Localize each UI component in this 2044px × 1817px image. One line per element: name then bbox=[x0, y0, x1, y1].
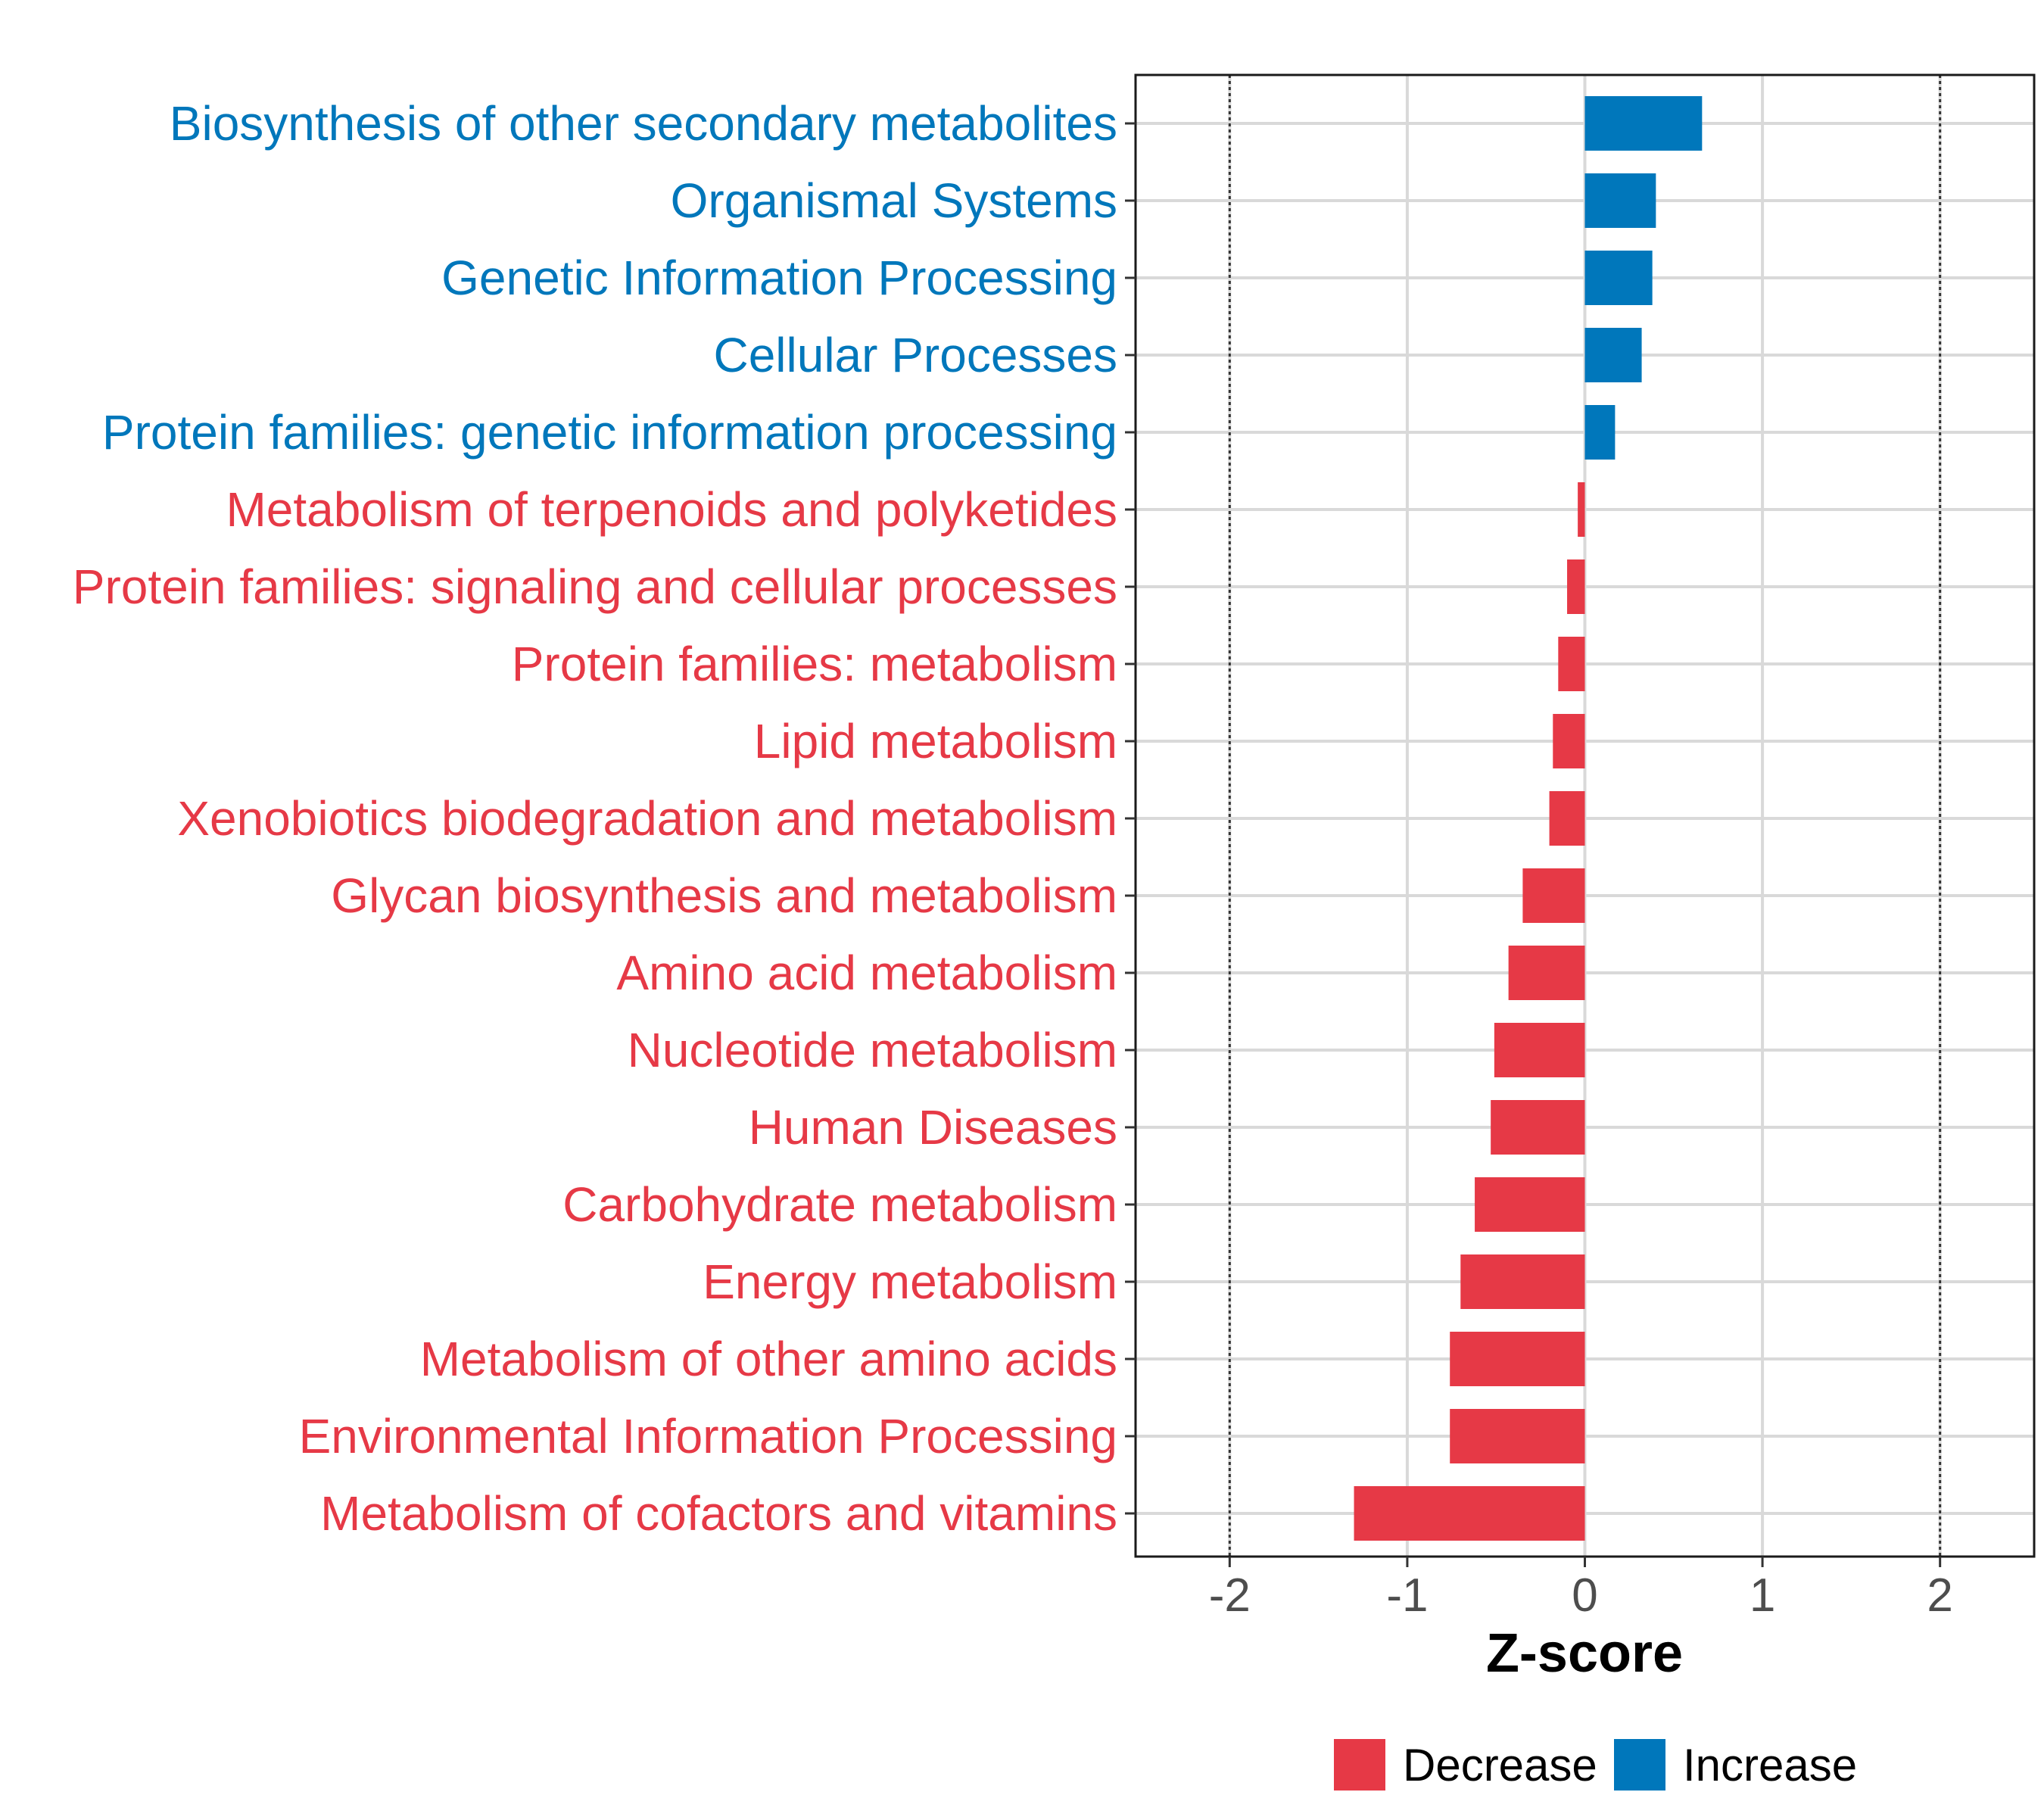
x-tick-label: 0 bbox=[1572, 1569, 1597, 1622]
bar bbox=[1354, 1486, 1585, 1541]
category-label: Protein families: genetic information pr… bbox=[102, 405, 1117, 460]
category-label: Protein families: metabolism bbox=[512, 637, 1117, 691]
category-labels: Biosynthesis of other secondary metaboli… bbox=[73, 96, 1136, 1541]
bar bbox=[1475, 1177, 1585, 1232]
category-label: Xenobiotics biodegradation and metabolis… bbox=[177, 791, 1117, 846]
category-label: Metabolism of terpenoids and polyketides bbox=[226, 482, 1117, 537]
category-label: Carbohydrate metabolism bbox=[562, 1177, 1117, 1232]
bar bbox=[1450, 1332, 1585, 1386]
category-label: Organismal Systems bbox=[671, 173, 1117, 228]
bar bbox=[1491, 1100, 1585, 1155]
legend: Decrease Increase bbox=[1334, 1739, 1857, 1791]
bar bbox=[1494, 1023, 1585, 1077]
bar bbox=[1584, 251, 1653, 305]
reference-lines bbox=[1228, 75, 1942, 1557]
bar bbox=[1460, 1254, 1585, 1309]
category-label: Glycan biosynthesis and metabolism bbox=[331, 868, 1117, 923]
category-label: Protein families: signaling and cellular… bbox=[73, 559, 1117, 614]
legend-swatch-increase bbox=[1614, 1739, 1665, 1791]
bar bbox=[1584, 405, 1616, 460]
bar bbox=[1558, 637, 1585, 691]
bars bbox=[1354, 96, 1703, 1541]
legend-label-increase: Increase bbox=[1683, 1740, 1857, 1791]
x-axis: -2 -1 0 1 2 bbox=[1209, 1557, 1953, 1622]
category-label: Energy metabolism bbox=[703, 1254, 1117, 1309]
x-tick-label: 2 bbox=[1927, 1569, 1952, 1622]
legend-label-decrease: Decrease bbox=[1403, 1740, 1597, 1791]
legend-swatch-decrease bbox=[1334, 1739, 1385, 1791]
x-tick-label: -1 bbox=[1386, 1569, 1428, 1622]
bar bbox=[1508, 946, 1585, 1000]
x-tick-label: 1 bbox=[1750, 1569, 1775, 1622]
bar bbox=[1578, 482, 1585, 537]
x-axis-title: Z-score bbox=[1486, 1623, 1683, 1684]
bar bbox=[1584, 328, 1642, 382]
bar bbox=[1584, 96, 1703, 151]
bar bbox=[1522, 868, 1585, 923]
category-label: Nucleotide metabolism bbox=[628, 1023, 1117, 1077]
bar bbox=[1549, 791, 1585, 846]
x-tick-label: -2 bbox=[1209, 1569, 1251, 1622]
bar bbox=[1553, 714, 1585, 768]
category-label: Human Diseases bbox=[749, 1100, 1117, 1155]
category-label: Metabolism of other amino acids bbox=[420, 1332, 1117, 1386]
category-label: Lipid metabolism bbox=[754, 714, 1117, 768]
category-label: Biosynthesis of other secondary metaboli… bbox=[170, 96, 1117, 151]
category-label: Metabolism of cofactors and vitamins bbox=[320, 1486, 1117, 1541]
category-label: Environmental Information Processing bbox=[299, 1409, 1117, 1463]
bar bbox=[1450, 1409, 1585, 1463]
category-label: Genetic Information Processing bbox=[441, 251, 1117, 305]
bar bbox=[1567, 559, 1585, 614]
bar bbox=[1584, 173, 1656, 228]
category-label: Amino acid metabolism bbox=[616, 946, 1117, 1000]
category-label: Cellular Processes bbox=[713, 328, 1117, 382]
